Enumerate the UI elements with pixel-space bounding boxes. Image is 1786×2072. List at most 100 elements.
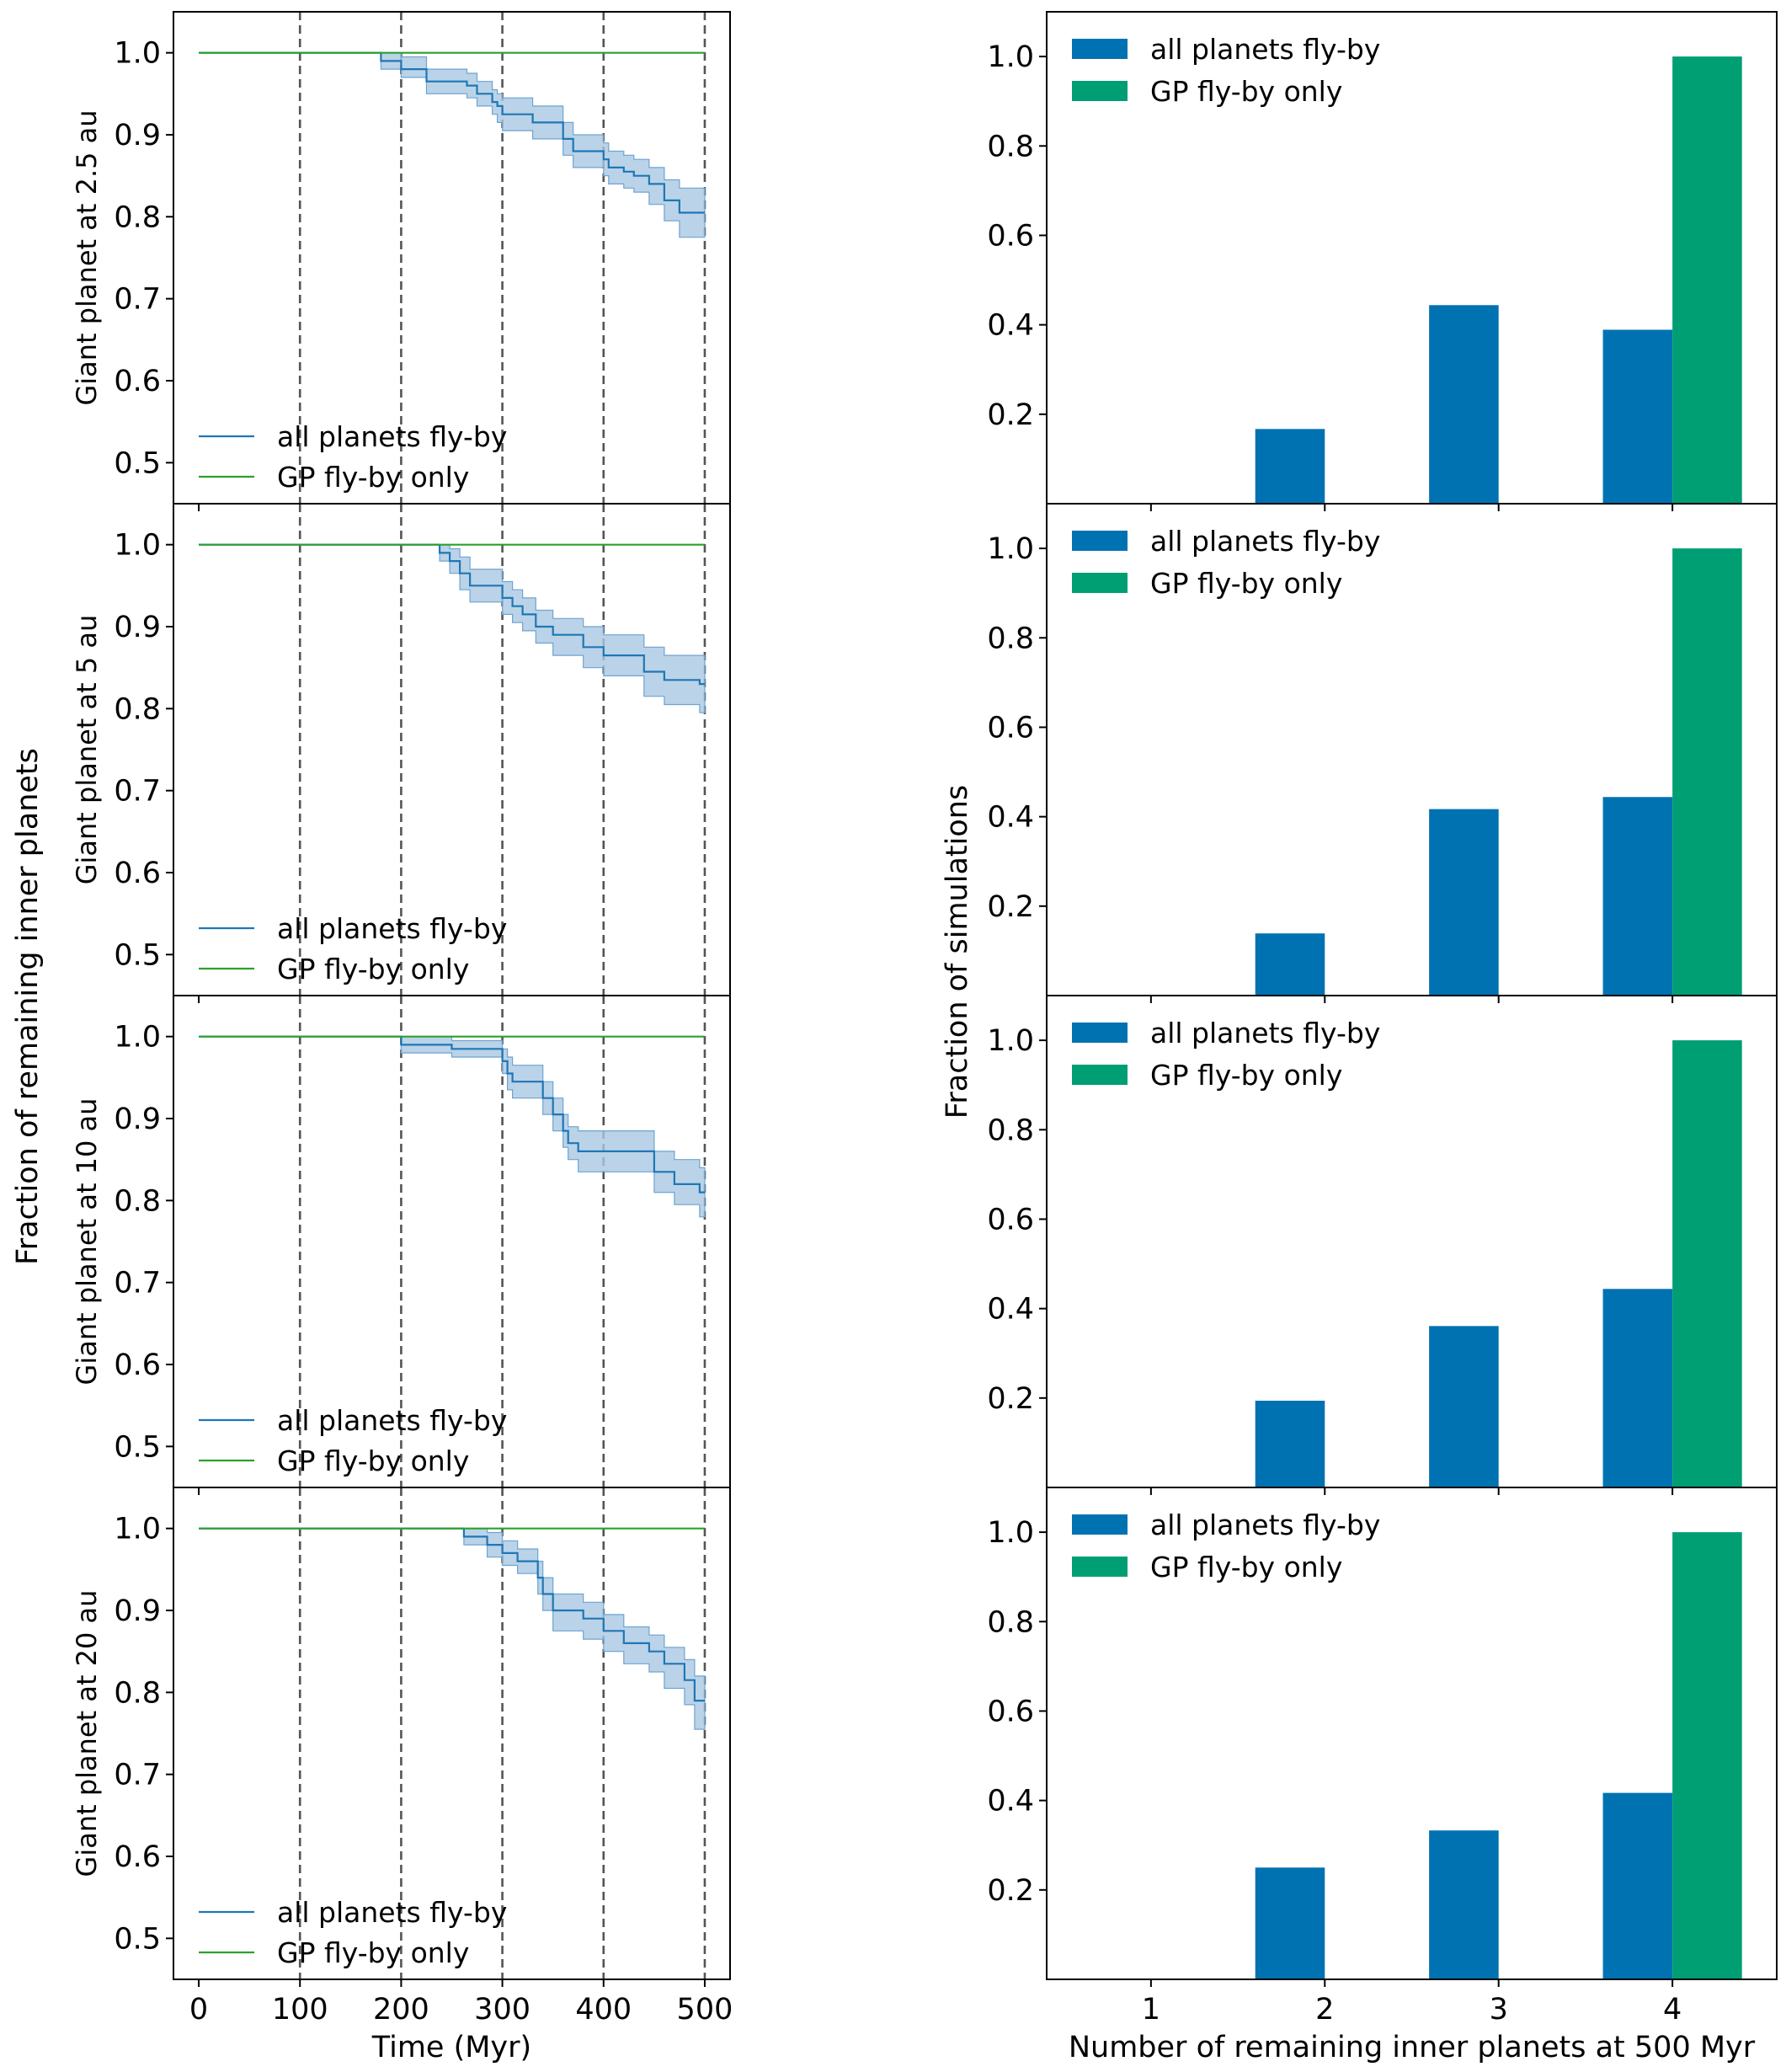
right-3-ytick-label-0: 0.2 <box>987 1382 1034 1416</box>
left-2-uncertainty-band <box>199 544 706 713</box>
right-2-bar-all-4 <box>1602 797 1673 996</box>
right-2-bar-gp-4 <box>1672 548 1742 996</box>
left-2-ytick-label-4: 0.9 <box>114 611 161 644</box>
left-4-xtick-label-3: 300 <box>474 1993 530 2027</box>
left-4-legend-label-1: GP fly-by only <box>277 1936 469 1969</box>
right-4-ytick-label-1: 0.4 <box>987 1785 1034 1818</box>
right-4-ytick-label-4: 1.0 <box>987 1516 1034 1550</box>
right-3-bar-all-4 <box>1602 1289 1673 1487</box>
left-4-ytick-label-0: 0.5 <box>114 1922 161 1956</box>
right-2-ytick-label-0: 0.2 <box>987 890 1034 924</box>
right-1-bar-all-2 <box>1255 429 1325 504</box>
right-4-frame <box>1046 1487 1778 1980</box>
right-3-legend-label-1: GP fly-by only <box>1150 1059 1342 1092</box>
left-3-ytick-label-5: 1.0 <box>114 1021 161 1055</box>
right-4-legend-swatch-0 <box>1072 1514 1128 1535</box>
left-4-ytick-label-3: 0.8 <box>114 1676 161 1710</box>
right-3-bar-all-3 <box>1429 1326 1499 1487</box>
right-2-ytick-label-4: 1.0 <box>987 532 1034 566</box>
left-3-ytick-label-0: 0.5 <box>114 1430 161 1464</box>
left-4-xtick-label-4: 400 <box>575 1993 632 2027</box>
left-ylabel: Fraction of remaining inner planets <box>11 748 45 1265</box>
right-4-bar-all-2 <box>1255 1867 1325 1979</box>
left-2-series-all-planets <box>199 543 705 686</box>
left-4-xtick-label-1: 100 <box>272 1993 328 2027</box>
left-1-ytick-label-1: 0.6 <box>114 365 161 398</box>
right-3-ytick-label-3: 0.8 <box>987 1113 1034 1147</box>
left-2-ytick-label-5: 1.0 <box>114 529 161 563</box>
left-3-ylabel: Giant planet at 10 au <box>71 1098 103 1386</box>
left-2-legend-label-1: GP fly-by only <box>277 953 469 985</box>
right-4-bar-all-3 <box>1429 1830 1499 1979</box>
left-2-ytick-label-1: 0.6 <box>114 857 161 890</box>
left-1-legend-label-0: all planets fly-by <box>277 420 507 453</box>
left-3-legend-label-0: all planets fly-by <box>277 1404 507 1437</box>
right-4-legend-label-1: GP fly-by only <box>1150 1551 1342 1583</box>
left-4-frame <box>173 1487 731 1980</box>
left-3-ytick-label-2: 0.7 <box>114 1267 161 1300</box>
right-2-legend-swatch-1 <box>1072 573 1128 593</box>
right-3-bar-all-2 <box>1255 1401 1325 1487</box>
left-1-ytick-label-4: 0.9 <box>114 119 161 152</box>
left-4-ytick-label-1: 0.6 <box>114 1840 161 1874</box>
right-1-legend-swatch-1 <box>1072 81 1128 101</box>
left-1-ytick-label-2: 0.7 <box>114 283 161 317</box>
left-4-xtick-label-5: 500 <box>677 1993 733 2027</box>
right-4-bar-gp-4 <box>1672 1532 1742 1979</box>
left-2-legend-label-0: all planets fly-by <box>277 912 507 945</box>
left-1-legend-label-1: GP fly-by only <box>277 461 469 494</box>
right-4-chart: all planets fly-by GP fly-by only 0.2 0.4 0.… <box>987 1487 1778 2064</box>
right-4-ytick-label-2: 0.6 <box>987 1695 1034 1728</box>
right-3-ytick-label-4: 1.0 <box>987 1024 1034 1058</box>
right-2-legend-label-1: GP fly-by only <box>1150 567 1342 600</box>
right-2-ytick-label-2: 0.6 <box>987 711 1034 745</box>
right-1-ytick-label-3: 0.8 <box>987 130 1034 163</box>
left-4-chart: all planets fly-by GP fly-by only 0.5 0.6 0.… <box>71 1487 733 2064</box>
left-1-plot-area <box>199 12 706 504</box>
right-2-legend-swatch-0 <box>1072 531 1128 551</box>
right-4-xtick-label-0: 1 <box>1142 1993 1160 2027</box>
left-3-plot-area <box>199 996 706 1487</box>
right-2-bar-all-3 <box>1429 809 1499 996</box>
right-4-xlabel: Number of remaining inner planets at 500… <box>1069 2031 1756 2064</box>
left-2-ytick-label-2: 0.7 <box>114 775 161 809</box>
right-ylabel: Fraction of simulations <box>941 785 974 1119</box>
left-1-uncertainty-band <box>199 52 706 238</box>
right-3-ytick-label-2: 0.6 <box>987 1203 1034 1236</box>
right-1-legend-label-1: GP fly-by only <box>1150 75 1342 108</box>
right-2-chart: all planets fly-by GP fly-by only 0.2 0.4 0.… <box>987 503 1778 1003</box>
right-2-plot-area <box>1255 548 1742 996</box>
right-2-legend-label-0: all planets fly-by <box>1150 525 1380 558</box>
right-2-bar-all-2 <box>1255 933 1325 996</box>
left-3-chart: all planets fly-by GP fly-by only 0.5 0.6 0.… <box>71 995 731 1495</box>
left-4-ylabel: Giant planet at 20 au <box>71 1590 103 1877</box>
left-1-chart: all planets fly-by GP fly-by only 0.5 0.6 0.… <box>71 11 731 511</box>
left-4-ytick-label-5: 1.0 <box>114 1513 161 1546</box>
right-1-ytick-label-4: 1.0 <box>987 40 1034 74</box>
right-4-xtick-label-3: 4 <box>1663 1993 1682 2027</box>
right-4-legend-swatch-1 <box>1072 1557 1128 1577</box>
left-3-legend-label-1: GP fly-by only <box>277 1445 469 1477</box>
right-4-bar-all-4 <box>1602 1792 1673 1979</box>
left-1-ytick-label-0: 0.5 <box>114 446 161 480</box>
right-1-legend-swatch-0 <box>1072 39 1128 59</box>
left-4-legend-label-0: all planets fly-by <box>277 1896 507 1929</box>
right-4-ytick-label-0: 0.2 <box>987 1874 1034 1908</box>
right-4-ytick-label-3: 0.8 <box>987 1605 1034 1639</box>
left-1-ytick-label-3: 0.8 <box>114 200 161 234</box>
left-4-series-all-planets <box>199 1527 705 1702</box>
left-3-uncertainty-band <box>199 1036 706 1218</box>
left-1-ylabel: Giant planet at 2.5 au <box>71 109 103 405</box>
right-2-ytick-label-3: 0.8 <box>987 622 1034 655</box>
left-4-ytick-label-2: 0.7 <box>114 1759 161 1792</box>
right-1-plot-area <box>1255 56 1742 504</box>
left-2-ytick-label-3: 0.8 <box>114 692 161 726</box>
right-4-xtick-label-2: 3 <box>1490 1993 1508 2027</box>
left-4-xtick-label-2: 200 <box>373 1993 429 2027</box>
right-4-legend-label-0: all planets fly-by <box>1150 1509 1380 1541</box>
right-3-legend-swatch-1 <box>1072 1065 1128 1085</box>
right-1-legend-label-0: all planets fly-by <box>1150 33 1380 66</box>
right-1-ytick-label-1: 0.4 <box>987 309 1034 343</box>
right-3-plot-area <box>1255 1040 1742 1487</box>
